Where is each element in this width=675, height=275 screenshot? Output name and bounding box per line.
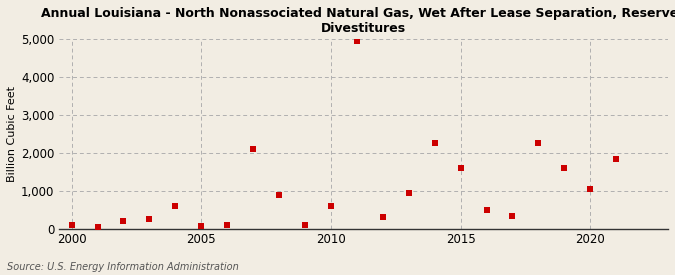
Point <box>273 192 284 197</box>
Point <box>196 224 207 228</box>
Point <box>455 166 466 170</box>
Text: Source: U.S. Energy Information Administration: Source: U.S. Energy Information Administ… <box>7 262 238 272</box>
Point <box>507 213 518 218</box>
Point <box>144 217 155 221</box>
Point <box>533 141 544 145</box>
Point <box>222 223 233 227</box>
Point <box>118 219 129 224</box>
Point <box>352 39 362 43</box>
Point <box>92 225 103 229</box>
Title: Annual Louisiana - North Nonassociated Natural Gas, Wet After Lease Separation, : Annual Louisiana - North Nonassociated N… <box>41 7 675 35</box>
Point <box>404 191 414 195</box>
Y-axis label: Billion Cubic Feet: Billion Cubic Feet <box>7 86 17 182</box>
Point <box>585 187 595 191</box>
Point <box>300 223 310 227</box>
Point <box>611 156 622 161</box>
Point <box>248 147 259 151</box>
Point <box>170 204 181 208</box>
Point <box>559 166 570 170</box>
Point <box>377 215 388 220</box>
Point <box>481 208 492 212</box>
Point <box>325 204 336 208</box>
Point <box>429 141 440 145</box>
Point <box>66 223 77 227</box>
